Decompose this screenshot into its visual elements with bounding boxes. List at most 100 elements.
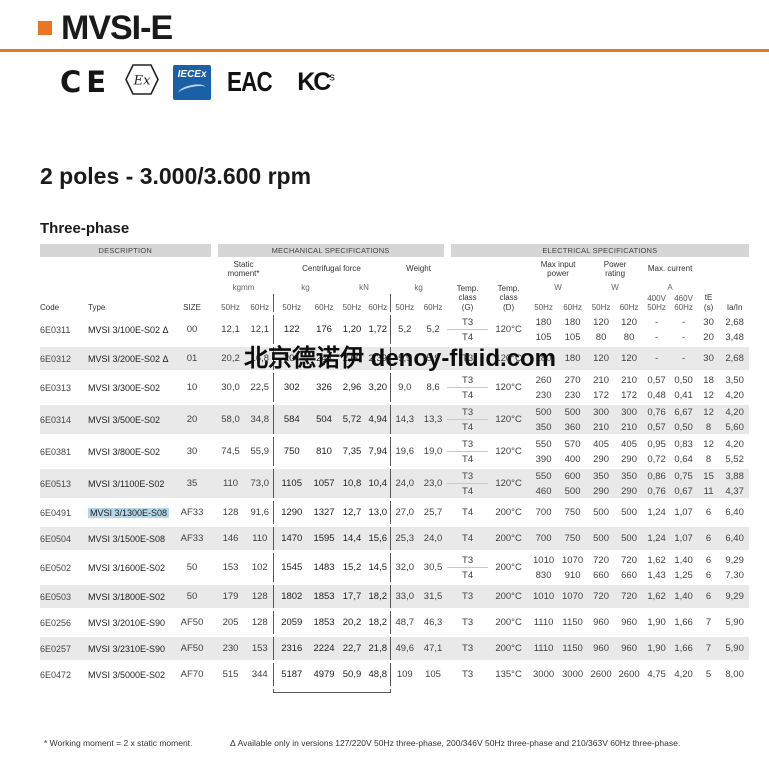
cell-cf-kn-60: 48,8 [366,661,391,688]
delta-suffix: Δ [160,324,169,335]
cell-current-460v: 0,83 [674,439,693,451]
cell-iain: 3,50 [725,375,744,387]
group-power-rating: Power rating [603,259,627,278]
cell-te: 6 [697,583,721,610]
cell-cf-kg-50: 204 [272,345,311,372]
cell-input-power-50: 230 [535,389,552,401]
cell-cf-kn-50: 1,20 [342,324,362,336]
cell-te: 7 [705,617,712,629]
table-row-group: 6E0311 MVSI 3/100E-S02 Δ 00 12,1 12,1 122 176 1… [40,313,750,346]
type-label: MVSI 3/100E-S02 [88,324,161,335]
cell-power-rating-60: 720 [621,555,637,567]
cell-type: MVSI 3/100E-S02 Δ [88,314,170,346]
cell-size: 01 [170,345,215,372]
cell-code: 6E0257 [40,635,88,662]
cell-size: 20 [170,403,215,436]
cell-te: 8 [705,453,712,465]
cell-weight-50: 48,7 [395,617,415,629]
certification-logos: CE Ex IECEx EAC KCs [60,62,335,102]
cell-cf-kg-50: 1470 [272,525,311,552]
eac-mark-icon: EAC [227,66,273,97]
cell-input-power-50: 1010 [533,555,555,567]
cell-temp-class-d: 120°C [488,345,530,372]
cell-cf-kg-60: 176 [316,324,332,336]
type-label: MVSI 3/1800E-S02 [88,591,166,602]
cell-power-rating-50: 80 [595,331,607,343]
cell-iain: 9,29 [720,583,750,610]
cell-input-power-50: 700 [535,507,552,519]
table-subrow: T4 460 500 290 290 0,76 0,67 11 4,37 [40,483,750,500]
cell-te: 12 [703,389,714,401]
cell-current-460v: 1,07 [674,507,693,519]
cell-size: AF50 [170,635,215,662]
cell-iain: 4,20 [725,389,744,401]
cell-static-60: 16,8 [247,345,274,372]
cell-iain: 9,29 [725,555,744,567]
table-row: 6E0311 MVSI 3/100E-S02 Δ 00 12,1 12,1 122 176 1… [40,313,749,346]
cell-weight-50: 33,0 [390,583,420,610]
kc-mark-icon: KCs [297,68,335,97]
col-hz: 50Hz [534,303,553,313]
cell-cf-kn-60: 13,0 [366,499,391,526]
cell-iain: 3,48 [725,331,744,343]
cell-current-460v: 0,50 [670,419,698,436]
cell-type: MVSI 3/1300E-S08 [88,500,170,526]
cell-code: 6E0491 [40,507,72,518]
cell-cf-kn-60: 21,8 [366,635,391,662]
cell-static-50: 230 [214,635,248,662]
cell-power-rating-50: 405 [593,439,609,451]
cell-input-power-60: 570 [564,439,581,451]
cell-current-400v: 0,48 [647,389,666,401]
cell-power-rating-50: 2600 [590,669,612,681]
cell-current-400v: 1,43 [647,569,666,581]
cell-te: 15 [697,467,721,484]
cell-type: MVSI 3/1600E-S02 [88,552,170,584]
cell-cf-kg-60: 2224 [310,635,339,662]
cell-temp-class-g: T4 [462,569,474,581]
cell-code: 6E0513 [40,467,88,500]
cell-input-power-50: 180 [535,317,552,329]
cell-static-50: 58,0 [214,403,248,436]
cell-current-400v: - [654,331,659,343]
cell-power-rating-60: 960 [615,635,644,662]
cell-te: 20 [703,331,714,343]
cell-static-50: 128 [222,507,239,519]
cell-code: 6E0503 [40,583,88,610]
cell-power-rating-60: 290 [621,453,637,465]
cell-power-rating-50: 120 [587,345,616,372]
cell-cf-kg-50: 1105 [272,467,311,500]
cell-size: 50 [186,562,198,574]
cell-weight-60: 46,3 [423,617,443,629]
col-hz: 60Hz [423,303,443,313]
cell-temp-class-g: T3 [447,583,489,610]
cell-power-rating-50: 300 [587,403,616,420]
mechanical-bar: MECHANICAL SPECIFICATIONS [214,244,451,257]
cell-iain: 2,68 [725,317,744,329]
unit-w: W [554,283,562,292]
cell-current-400v: 1,62 [643,583,671,610]
col-temp-class-g: Temp. class (G) [456,283,479,312]
cell-static-60: 110 [247,525,274,552]
cell-temp-class-g: T4 [447,419,489,436]
cell-current-460v: 0,50 [674,375,693,387]
cell-input-power-60: 180 [558,345,588,372]
cell-power-rating-60: 405 [621,439,637,451]
cell-input-power-50: 350 [529,419,559,436]
type-label: MVSI 3/1300E-S08 [88,507,170,518]
cell-temp-class-g: T3 [462,669,474,681]
cell-weight-60: 5,2 [426,324,440,336]
cell-cf-kg-50: 2059 [272,609,311,636]
cell-iain: 5,52 [725,453,744,465]
cell-input-power-60: 105 [564,331,581,343]
cell-cf-kn-50: 20,2 [342,617,362,629]
cell-cf-kg-50: 1545 [272,551,311,584]
col-hz: 50Hz [342,303,362,313]
col-size: SIZE [183,302,201,312]
cell-power-rating-60: 290 [615,483,644,500]
cell-iain: 2,68 [720,345,750,372]
cell-cf-kg-60: 4979 [313,669,335,681]
cell-cf-kg-60: 1595 [310,525,339,552]
cell-power-rating-50: 120 [593,317,609,329]
cell-type: MVSI 3/1500E-S08 [88,525,170,552]
cell-code: 6E0256 [40,617,72,628]
